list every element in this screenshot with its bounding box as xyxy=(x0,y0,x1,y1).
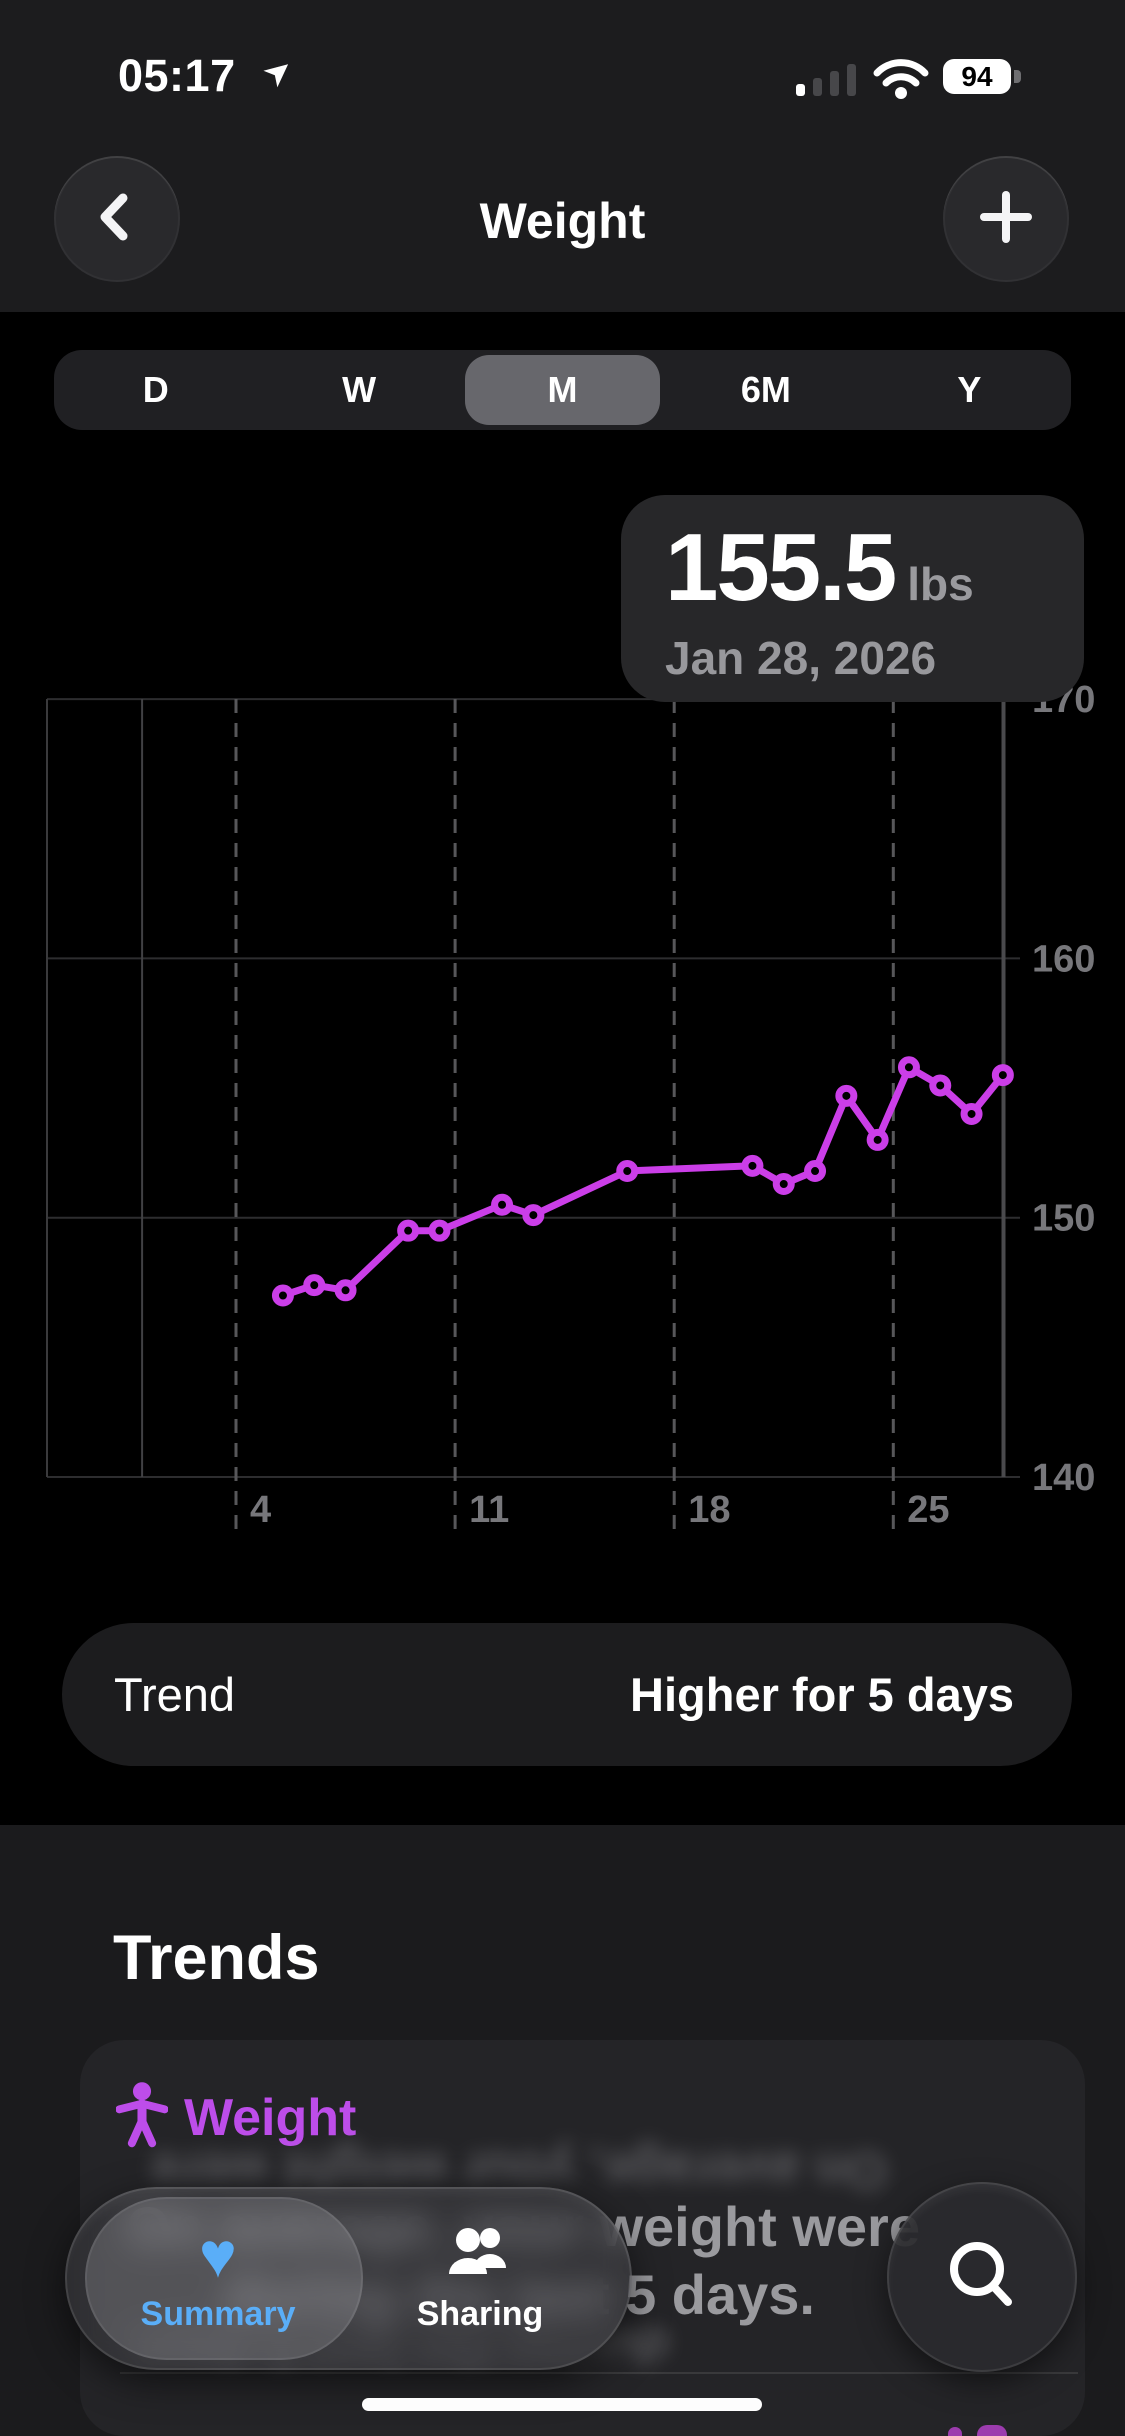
back-button[interactable] xyxy=(54,156,180,282)
card-divider xyxy=(120,2372,1078,2374)
svg-text:140: 140 xyxy=(1032,1457,1095,1499)
floating-tab-bar: ♥ Summary Sharing xyxy=(65,2187,632,2370)
svg-text:160: 160 xyxy=(1032,938,1095,980)
selected-tab-highlight xyxy=(85,2197,363,2360)
svg-text:18: 18 xyxy=(688,1489,730,1531)
accessibility-figure-icon xyxy=(115,2082,169,2153)
svg-text:150: 150 xyxy=(1032,1198,1095,1240)
selected-date: Jan 28, 2026 xyxy=(665,632,937,684)
time-range-selector: D W M 6M Y xyxy=(54,350,1071,430)
wifi-icon xyxy=(872,58,930,105)
page-title: Weight xyxy=(479,193,646,249)
battery-percent: 94 xyxy=(961,60,993,92)
magnifier-icon xyxy=(940,2233,1024,2322)
svg-text:11: 11 xyxy=(469,1489,509,1531)
cellular-signal-icon xyxy=(796,62,858,96)
battery-icon: 94 xyxy=(943,59,1011,94)
plus-icon xyxy=(979,190,1033,249)
people-icon xyxy=(446,2224,514,2287)
range-option-year[interactable]: Y xyxy=(957,369,982,410)
battery-nub xyxy=(1014,70,1021,83)
search-button[interactable] xyxy=(887,2182,1077,2372)
tab-sharing-label: Sharing xyxy=(416,2294,544,2333)
range-option-month-selected[interactable]: M xyxy=(461,350,664,430)
status-time: 05:17 xyxy=(118,50,236,101)
tab-sharing[interactable]: Sharing xyxy=(370,2187,590,2370)
chevron-left-icon xyxy=(91,191,143,248)
header-background xyxy=(0,0,1125,312)
svg-text:25: 25 xyxy=(907,1489,949,1531)
heart-icon: ♥ xyxy=(199,2219,237,2291)
range-option-6months[interactable]: 6M xyxy=(740,369,791,410)
selected-point-callout: 155.5 lbs Jan 28, 2026 xyxy=(621,495,1084,702)
home-indicator xyxy=(362,2398,762,2411)
tab-summary-label: Summary xyxy=(140,2295,296,2333)
selected-value: 155.5 xyxy=(665,514,897,621)
trend-value: Higher for 5 days xyxy=(630,1668,1014,1721)
range-option-day[interactable]: D xyxy=(142,369,169,410)
trend-card-category: Weight xyxy=(184,2088,357,2147)
tab-summary[interactable]: ♥ Summary xyxy=(108,2187,328,2370)
selected-unit: lbs xyxy=(907,558,974,610)
trend-row[interactable]: Trend Higher for 5 days xyxy=(62,1623,1072,1766)
partial-scrolled-value-fragment xyxy=(977,2425,1007,2436)
trends-heading: Trends xyxy=(113,1923,320,1993)
range-option-week[interactable]: W xyxy=(342,369,377,410)
trend-label: Trend xyxy=(114,1668,236,1721)
svg-text:4: 4 xyxy=(250,1489,271,1531)
add-data-button[interactable] xyxy=(943,156,1069,282)
partial-scrolled-value-fragment xyxy=(948,2427,962,2436)
